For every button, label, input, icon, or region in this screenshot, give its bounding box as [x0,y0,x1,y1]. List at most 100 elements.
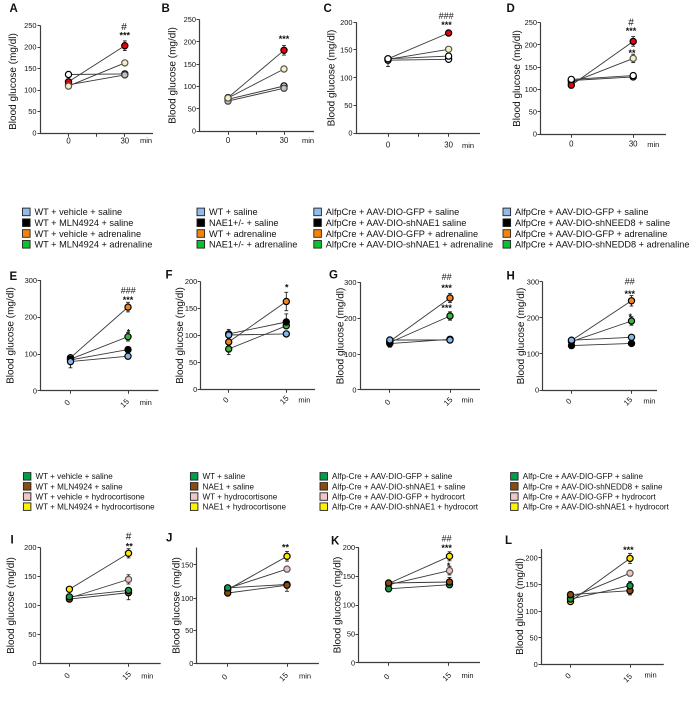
svg-text:30: 30 [120,137,129,146]
svg-text:AlfpCre + AAV-DIO-shNEDD8 + ad: AlfpCre + AAV-DIO-shNEDD8 + adrenaline [515,240,689,250]
svg-text:150: 150 [24,64,36,73]
svg-text:50: 50 [189,358,197,367]
svg-text:250: 250 [24,21,36,30]
svg-text:NAE1+/- + adrenaline: NAE1+/- + adrenaline [209,240,297,250]
svg-text:AlfpCre + AAV-DIO-GFP + saline: AlfpCre + AAV-DIO-GFP + saline [515,207,648,217]
svg-text:200: 200 [525,554,537,563]
svg-text:WT + adrenaline: WT + adrenaline [209,229,277,239]
svg-text:200: 200 [25,313,37,322]
svg-text:200: 200 [24,543,36,552]
svg-text:***: *** [441,283,452,293]
svg-text:###: ### [439,11,454,21]
svg-text:50: 50 [188,104,196,113]
svg-text:WT + vehicle + hydrocortisone: WT + vehicle + hydrocortisone [36,492,146,501]
svg-text:***: *** [625,289,636,299]
svg-text:AlfpCre + AAV-DIO-GFP + adrena: AlfpCre + AAV-DIO-GFP + adrenaline [515,229,667,239]
svg-text:0: 0 [533,130,537,139]
svg-text:A: A [10,3,18,15]
svg-text:100: 100 [344,350,356,359]
svg-text:0: 0 [220,672,230,682]
svg-text:min: min [647,140,659,149]
svg-text:0: 0 [563,671,573,681]
svg-text:**: ** [126,541,134,551]
svg-text:50: 50 [28,630,36,639]
svg-text:50: 50 [347,630,355,639]
svg-text:***: *** [279,34,290,44]
svg-text:Blood glucose (mg/dl): Blood glucose (mg/dl) [8,33,19,130]
svg-text:Blood glucose (mg/dl): Blood glucose (mg/dl) [175,287,186,384]
svg-text:200: 200 [527,313,539,322]
svg-text:min: min [302,136,314,145]
svg-text:E: E [10,271,18,283]
svg-text:Blood glucose (mg/dl): Blood glucose (mg/dl) [512,30,523,127]
svg-text:30: 30 [629,139,638,148]
svg-text:0: 0 [63,398,73,408]
svg-text:NAE1+/- + saline: NAE1+/- + saline [209,218,278,228]
svg-text:***: *** [623,545,634,555]
svg-text:0: 0 [192,127,196,136]
svg-text:250: 250 [525,18,537,27]
svg-text:WT + MLN4924 + saline: WT + MLN4924 + saline [36,482,124,491]
svg-text:0: 0 [352,386,356,395]
svg-text:WT + saline: WT + saline [209,207,258,217]
svg-text:WT + saline: WT + saline [203,472,246,481]
svg-text:***: *** [441,20,452,30]
svg-text:Blood glucose (mg/dl): Blood glucose (mg/dl) [6,557,17,654]
svg-text:50: 50 [185,626,193,635]
svg-text:Alfp-Cre + AAV-DIO-shNAE1 + sa: Alfp-Cre + AAV-DIO-shNAE1 + saline [332,482,466,491]
svg-text:0: 0 [348,129,352,138]
svg-text:0: 0 [226,136,231,145]
svg-text:F: F [166,270,173,282]
svg-text:Blood glucose (mg/dl): Blood glucose (mg/dl) [336,288,347,385]
svg-text:100: 100 [185,331,197,340]
svg-text:WT + MLN4924 + adrenaline: WT + MLN4924 + adrenaline [35,240,153,250]
svg-text:0: 0 [383,397,393,407]
svg-text:200: 200 [344,314,356,323]
svg-text:150: 150 [340,46,352,55]
svg-text:Blood glucose (mg/dl): Blood glucose (mg/dl) [168,27,179,124]
svg-text:Blood glucose (mg/dl): Blood glucose (mg/dl) [327,30,338,127]
svg-text:min: min [461,395,473,404]
svg-text:WT + MLN4924 + hydrocortisone: WT + MLN4924 + hydrocortisone [36,503,156,512]
svg-text:**: ** [628,48,636,58]
svg-text:min: min [298,396,310,405]
svg-text:0: 0 [535,386,539,395]
svg-text:WT + hydrocortisone: WT + hydrocortisone [203,492,278,501]
svg-text:300: 300 [527,277,539,286]
svg-text:L: L [505,535,512,547]
svg-text:I: I [11,535,14,547]
svg-text:0: 0 [382,672,392,682]
svg-text:100: 100 [527,350,539,359]
svg-text:*: * [127,327,131,337]
svg-text:##: ## [442,534,452,544]
svg-text:Blood glucose (mg/dl): Blood glucose (mg/dl) [516,288,527,385]
svg-text:100: 100 [525,85,537,94]
svg-text:Blood glucose (mg/dl): Blood glucose (mg/dl) [6,287,17,384]
svg-text:250: 250 [184,15,196,24]
svg-text:0: 0 [32,129,36,138]
svg-text:AlfpCre + AAV-DIO-shNEED8 + sa: AlfpCre + AAV-DIO-shNEED8 + saline [515,218,670,228]
svg-text:100: 100 [525,607,537,616]
svg-text:100: 100 [24,86,36,95]
svg-text:D: D [507,3,515,15]
svg-text:min: min [462,141,474,150]
svg-text:AlfpCre + AAV-DIO-shNAE1 + adr: AlfpCre + AAV-DIO-shNAE1 + adrenaline [326,240,493,250]
svg-text:0: 0 [351,659,355,668]
svg-text:C: C [324,3,332,15]
svg-text:K: K [331,536,340,548]
svg-text:200: 200 [343,543,355,552]
svg-text:300: 300 [25,276,37,285]
svg-text:100: 100 [25,350,37,359]
svg-text:200: 200 [340,18,352,27]
svg-text:Blood glucose (mg/dl): Blood glucose (mg/dl) [172,557,183,654]
svg-text:***: *** [441,543,452,553]
svg-text:0: 0 [221,395,231,405]
svg-text:J: J [166,533,172,545]
svg-text:200: 200 [24,43,36,52]
svg-text:150: 150 [525,63,537,72]
svg-text:0: 0 [193,385,197,394]
svg-text:***: *** [626,26,637,36]
svg-text:B: B [162,3,170,15]
svg-text:**: ** [282,542,290,552]
svg-text:Blood glucose (mg/dl): Blood glucose (mg/dl) [333,557,344,654]
